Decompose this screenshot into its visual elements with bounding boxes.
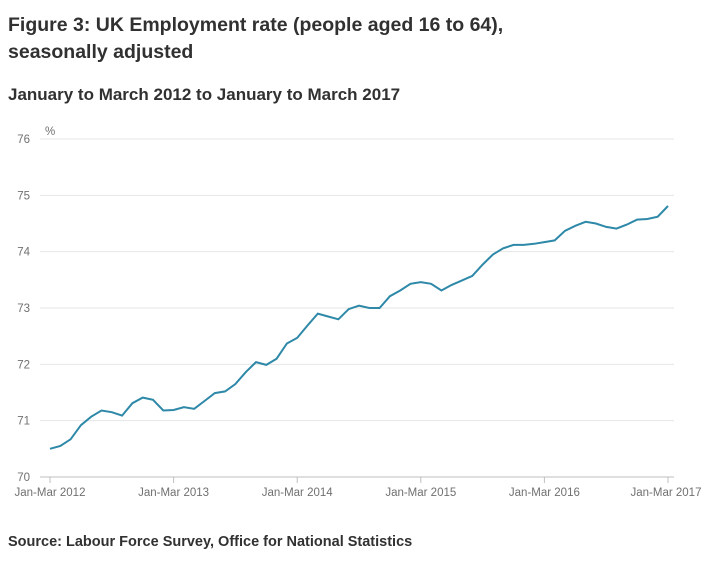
- y-axis-unit-label: %: [45, 126, 55, 138]
- y-axis-ticks: 70 71 72 73 74 75 76: [17, 134, 30, 484]
- y-tick-label: 70: [17, 472, 30, 484]
- y-tick-label: 71: [17, 416, 30, 428]
- gridlines: [40, 138, 674, 478]
- y-tick-label: 73: [17, 303, 30, 315]
- x-tick-label: Jan-Mar 2014: [262, 487, 334, 499]
- x-tick-label: Jan-Mar 2016: [509, 487, 580, 499]
- series-line: [49, 205, 669, 450]
- chart-subtitle: January to March 2012 to January to Marc…: [8, 85, 401, 104]
- x-tick-label: Jan-Mar 2015: [385, 487, 456, 499]
- chart-title: Figure 3: UK Employment rate (people age…: [8, 14, 504, 63]
- y-tick-label: 75: [17, 190, 30, 202]
- y-tick-label: 76: [17, 134, 30, 146]
- x-axis: Jan-Mar 2012 Jan-Mar 2013 Jan-Mar 2014 Jan-…: [15, 477, 702, 499]
- x-tick-label: Jan-Mar 2013: [138, 487, 209, 499]
- x-tick-label: Jan-Mar 2012: [15, 487, 86, 499]
- y-tick-label: 74: [17, 247, 30, 259]
- y-tick-label: 72: [17, 359, 30, 371]
- x-tick-label: Jan-Mar 2017: [631, 487, 702, 499]
- source-note: Source: Labour Force Survey, Office for …: [8, 534, 413, 550]
